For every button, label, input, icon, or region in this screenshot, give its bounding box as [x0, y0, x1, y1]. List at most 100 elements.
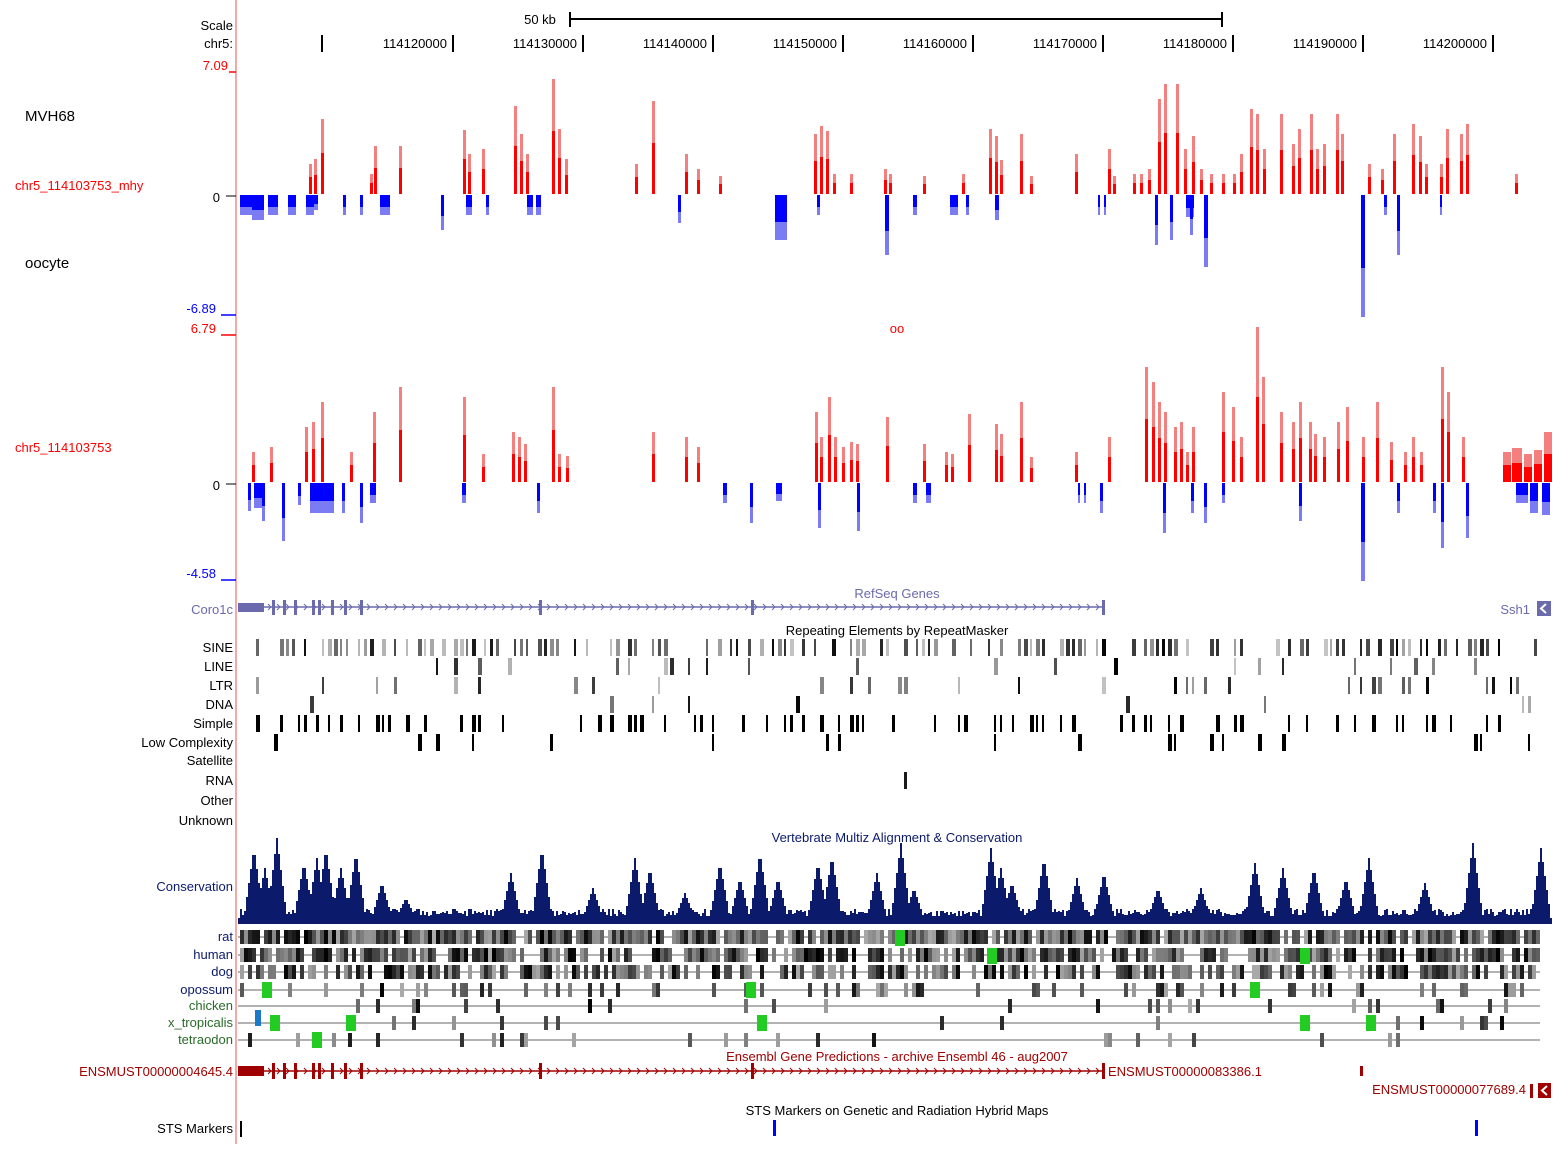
ensembl-gene-right[interactable]: ENSMUST00000077689.4 — [1372, 1082, 1526, 1097]
conservation-score-bar — [684, 893, 686, 918]
conservation-score-bar — [1276, 898, 1278, 918]
ensembl-gene-left[interactable]: ENSMUST00000004645.4 — [79, 1064, 233, 1079]
signal-bar-negative-core — [343, 195, 346, 207]
alignment-block — [448, 930, 452, 944]
ensembl-exon — [294, 1063, 297, 1079]
species-label[interactable]: rat — [218, 929, 234, 944]
alignment-block — [496, 948, 500, 962]
signal-bar-negative-core — [527, 195, 533, 207]
conservation-score-bar — [1100, 887, 1102, 918]
refseq-gene-left[interactable]: Coro1c — [191, 602, 233, 617]
alignment-block — [1420, 948, 1424, 962]
rmsk-class-label[interactable]: Other — [200, 793, 233, 808]
alignment-block — [1220, 965, 1224, 979]
species-label[interactable]: opossum — [180, 982, 233, 997]
refseq-next-item-button[interactable] — [1537, 601, 1551, 616]
rmsk-class-label[interactable]: SINE — [203, 640, 234, 655]
alignment-block — [328, 930, 332, 944]
ensembl-strand-chevron — [933, 1067, 938, 1075]
alignment-block — [1068, 965, 1072, 979]
conservation-score-bar — [480, 913, 482, 918]
signal-bar-negative-core — [1084, 483, 1086, 495]
ensembl-strand-chevron — [996, 1067, 1001, 1075]
conservation-score-bar — [316, 858, 318, 918]
refseq-exon — [312, 600, 315, 615]
signal-bar-positive-core — [652, 454, 655, 482]
alignment-block — [316, 948, 320, 962]
alignment-block — [1272, 930, 1276, 944]
conservation-score-bar — [782, 898, 784, 918]
alignment-block — [740, 948, 744, 962]
repeat-element — [610, 715, 614, 732]
repeatmasker-track[interactable] — [256, 639, 1537, 789]
ensembl-strand-chevron — [789, 1067, 794, 1075]
species-label[interactable]: tetraodon — [178, 1032, 233, 1047]
refseq-gene-track[interactable] — [238, 600, 1551, 616]
signal-bar-positive-core — [1000, 175, 1003, 194]
ensembl-gene-track[interactable] — [238, 1063, 1551, 1098]
conservation-score-bar — [1036, 900, 1038, 918]
species-label[interactable]: dog — [211, 964, 233, 979]
sts-markers-track[interactable] — [240, 1120, 1478, 1137]
species-label[interactable]: human — [193, 947, 233, 962]
rmsk-class-label[interactable]: Simple — [193, 716, 233, 731]
conservation-score-bar — [240, 909, 242, 918]
conservation-score-bar — [1080, 894, 1082, 918]
sts-label[interactable]: STS Markers — [157, 1121, 233, 1136]
conservation-track[interactable] — [238, 838, 1552, 924]
repeat-element — [1486, 715, 1488, 732]
alignment-block — [1152, 948, 1156, 962]
signal-bar-negative-core — [1433, 483, 1436, 501]
signal-bar-negative-core — [1516, 483, 1528, 495]
signal-bar-positive-core — [1108, 457, 1111, 482]
alignment-block — [1144, 948, 1148, 962]
alignment-block — [1124, 965, 1128, 979]
ensembl-gene-mid[interactable]: ENSMUST00000083386.1 — [1108, 1064, 1262, 1079]
rmsk-class-label[interactable]: Unknown — [179, 813, 233, 828]
rmsk-class-label[interactable]: LTR — [209, 678, 233, 693]
ensembl-strand-chevron — [276, 1067, 281, 1075]
alignment-block — [908, 930, 912, 944]
conservation-score-bar — [606, 915, 608, 918]
repeat-element — [712, 734, 714, 751]
rmsk-class-label[interactable]: Low Complexity — [141, 735, 233, 750]
signal-bar-positive-core — [968, 445, 971, 482]
rmsk-class-label[interactable]: RNA — [206, 773, 234, 788]
ensembl-strand-chevron — [645, 1067, 650, 1075]
refseq-gene-right[interactable]: Ssh1 — [1500, 602, 1530, 617]
alignment-block — [416, 999, 420, 1013]
species-alignment-track[interactable] — [238, 930, 1540, 1048]
conservation-score-bar — [242, 915, 244, 918]
alignment-block — [436, 930, 440, 944]
conservation-score-bar — [1102, 877, 1104, 918]
alignment-block — [464, 999, 468, 1013]
ensembl-strand-chevron — [915, 1067, 920, 1075]
signal-bar-positive-core — [373, 443, 376, 482]
alignment-block — [1504, 983, 1508, 997]
signal-bar-positive-core — [512, 454, 515, 482]
alignment-block — [668, 965, 672, 979]
species-label[interactable]: x_tropicalis — [168, 1015, 234, 1030]
alignment-block — [560, 930, 564, 944]
refseq-strand-chevron — [771, 603, 776, 611]
signal-bar-positive-core — [719, 184, 722, 194]
conservation-score-bar — [1084, 910, 1086, 918]
track1-name-label[interactable]: chr5_114103753_mhy — [15, 178, 144, 193]
conservation-score-bar — [738, 882, 740, 918]
conservation-score-bar — [826, 887, 828, 918]
rmsk-class-label[interactable]: Satellite — [187, 753, 233, 768]
ensembl-strand-chevron — [924, 1067, 929, 1075]
ensembl-strand-chevron — [681, 1067, 686, 1075]
conservation-score-bar — [534, 897, 536, 918]
conservation-score-bar — [1110, 904, 1112, 918]
rmsk-class-label[interactable]: DNA — [206, 697, 234, 712]
conservation-score-bar — [756, 872, 758, 918]
rmsk-class-label[interactable]: LINE — [204, 659, 233, 674]
conservation-label[interactable]: Conservation — [156, 879, 233, 894]
track2-name-label[interactable]: chr5_114103753 — [15, 440, 112, 455]
ensembl-next-item-button[interactable] — [1538, 1083, 1551, 1098]
refseq-strand-chevron — [753, 603, 758, 611]
alignment-block — [1212, 948, 1216, 962]
species-label[interactable]: chicken — [189, 998, 233, 1013]
alignment-block — [804, 948, 808, 962]
